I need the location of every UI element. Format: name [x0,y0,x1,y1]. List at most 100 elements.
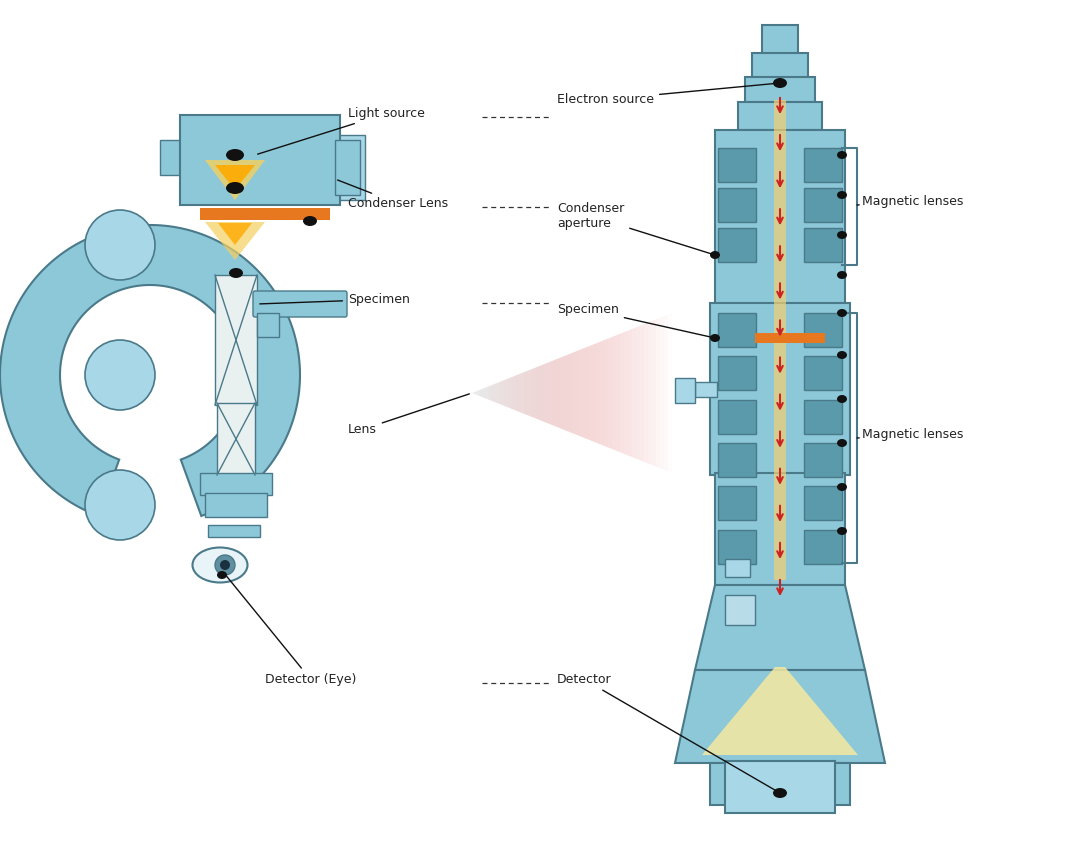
Text: Specimen: Specimen [260,293,410,306]
Polygon shape [488,385,492,401]
Polygon shape [524,370,528,416]
Bar [718,400,756,434]
Polygon shape [576,350,580,436]
Polygon shape [648,321,652,465]
Circle shape [215,555,235,575]
Circle shape [220,560,230,570]
Bar [204,493,267,517]
Bar [710,763,850,805]
Polygon shape [584,346,588,439]
Text: Detector: Detector [557,673,777,792]
Text: Condenser Lens: Condenser Lens [338,180,448,210]
Bar [180,115,340,205]
Circle shape [85,340,155,410]
Bar [746,77,815,105]
Polygon shape [484,386,488,399]
Bar [761,25,798,55]
Ellipse shape [773,788,787,798]
Bar [738,102,822,130]
Bar [774,100,786,580]
Ellipse shape [837,151,847,159]
Ellipse shape [710,251,720,259]
Bar [718,188,756,222]
Ellipse shape [217,571,227,579]
Polygon shape [600,340,604,445]
Polygon shape [480,388,484,398]
Bar [215,275,257,405]
Polygon shape [596,342,600,445]
Polygon shape [695,585,865,670]
Bar [804,148,842,182]
Polygon shape [675,670,885,763]
Bar [200,208,330,220]
Polygon shape [588,345,592,441]
Polygon shape [508,377,512,409]
Ellipse shape [304,216,317,226]
Bar [160,140,185,175]
Ellipse shape [837,527,847,535]
Polygon shape [476,390,480,396]
Bar [804,313,842,347]
Bar [804,188,842,222]
Polygon shape [528,369,532,417]
Ellipse shape [837,351,847,359]
FancyBboxPatch shape [253,291,347,317]
Bar [718,486,756,520]
Text: Electron source: Electron source [557,83,777,106]
Polygon shape [568,353,572,433]
Bar [715,130,845,305]
Circle shape [85,470,155,540]
Bar [755,333,825,343]
Bar [257,313,279,337]
Text: Condenser
aperture: Condenser aperture [557,202,712,254]
Ellipse shape [226,149,244,161]
Ellipse shape [193,547,247,582]
Circle shape [85,210,155,280]
Ellipse shape [837,483,847,491]
Polygon shape [560,357,564,430]
Polygon shape [608,337,612,449]
Polygon shape [520,372,524,414]
Bar [804,486,842,520]
Bar [710,303,850,475]
Polygon shape [616,333,620,452]
Text: Light source: Light source [258,107,425,154]
Bar [718,356,756,390]
Polygon shape [544,363,548,423]
Polygon shape [612,335,616,451]
Polygon shape [504,379,508,407]
Polygon shape [620,333,624,454]
Bar [718,443,756,477]
Polygon shape [644,322,648,463]
Bar [718,530,756,564]
Polygon shape [540,364,544,422]
Text: Lens: Lens [348,394,470,436]
Polygon shape [564,355,568,432]
Polygon shape [702,667,858,755]
Polygon shape [592,344,596,443]
Bar [695,382,717,397]
Polygon shape [215,165,255,190]
Bar [718,228,756,262]
Polygon shape [636,326,640,460]
Bar [200,473,272,495]
Polygon shape [552,359,556,427]
Bar [804,228,842,262]
Bar [725,761,835,813]
Text: Detector (Eye): Detector (Eye) [226,575,357,686]
Polygon shape [624,331,628,456]
Polygon shape [512,375,517,410]
Bar [804,443,842,477]
Bar [208,525,260,537]
Polygon shape [204,160,265,200]
Text: Specimen: Specimen [557,303,712,338]
Ellipse shape [226,182,244,194]
Polygon shape [499,380,504,406]
Bar [752,53,808,80]
Text: Magnetic lenses: Magnetic lenses [857,195,964,208]
Polygon shape [632,327,636,458]
Bar [804,356,842,390]
Polygon shape [496,382,499,404]
Polygon shape [536,366,540,420]
Text: Magnetic lenses: Magnetic lenses [857,428,964,441]
